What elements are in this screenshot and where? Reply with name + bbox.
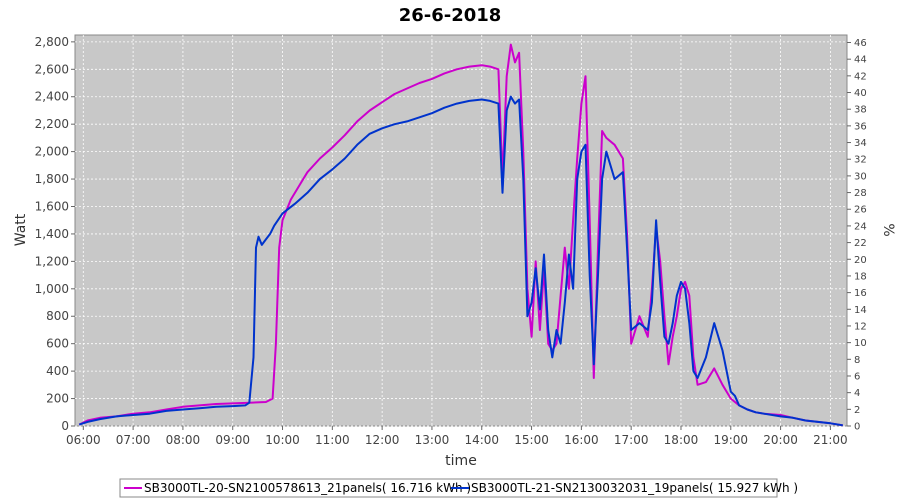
y-right-tick-label: 6 bbox=[854, 371, 860, 382]
y-right-tick-label: 22 bbox=[854, 238, 867, 249]
y-right-tick-label: 0 bbox=[854, 422, 860, 433]
y-axis-label: Watt bbox=[13, 213, 29, 246]
x-tick-label: 06:00 bbox=[66, 433, 101, 447]
x-tick-label: 12:00 bbox=[365, 433, 400, 447]
y-tick-label: 2,600 bbox=[35, 62, 69, 76]
x-tick-label: 08:00 bbox=[166, 433, 201, 447]
legend-label-1: SB3000TL-21-SN2130032031_19panels( 15.92… bbox=[471, 481, 798, 495]
y-tick-label: 2,800 bbox=[35, 35, 69, 49]
y-tick-label: 800 bbox=[46, 309, 69, 323]
x-tick-label: 14:00 bbox=[464, 433, 499, 447]
y-right-tick-label: 18 bbox=[854, 271, 867, 282]
plot-area bbox=[74, 34, 848, 427]
y-right-tick-label: 16 bbox=[854, 288, 867, 299]
y-tick-label: 600 bbox=[46, 337, 69, 351]
y-tick-label: 2,400 bbox=[35, 90, 69, 104]
legend-label-0: SB3000TL-20-SN2100578613_21panels( 16.71… bbox=[144, 481, 471, 495]
x-tick-label: 13:00 bbox=[415, 433, 450, 447]
y-right-tick-label: 28 bbox=[854, 188, 867, 199]
y-right-tick-label: 32 bbox=[854, 155, 867, 166]
x-tick-label: 09:00 bbox=[215, 433, 250, 447]
legend-box bbox=[119, 478, 778, 498]
x-tick-label: 07:00 bbox=[116, 433, 151, 447]
y-tick-label: 1,400 bbox=[35, 227, 69, 241]
grid bbox=[75, 35, 847, 427]
y-right-tick-label: 8 bbox=[854, 355, 860, 366]
y-right-tick-label: 24 bbox=[854, 221, 867, 232]
x-tick-label: 21:00 bbox=[813, 433, 848, 447]
y-tick-label: 1,600 bbox=[35, 199, 69, 213]
x-tick-label: 18:00 bbox=[664, 433, 699, 447]
x-tick-label: 10:00 bbox=[265, 433, 300, 447]
y-right-tick-label: 10 bbox=[854, 338, 867, 349]
y-right-tick-label: 26 bbox=[854, 205, 867, 216]
y-tick-label: 2,000 bbox=[35, 145, 69, 159]
y-right-tick-label: 36 bbox=[854, 121, 867, 132]
y-right-tick-label: 34 bbox=[854, 138, 867, 149]
y-tick-label: 1,000 bbox=[35, 282, 69, 296]
y-right-tick-label: 40 bbox=[854, 88, 867, 99]
y-axis-right: 0246810121416182022242628303234363840424… bbox=[847, 38, 867, 433]
x-axis-label: time bbox=[445, 453, 477, 469]
series-lines bbox=[78, 43, 843, 427]
y-right-tick-label: 4 bbox=[854, 388, 860, 399]
y-tick-label: 1,200 bbox=[35, 254, 69, 268]
y-right-tick-label: 2 bbox=[854, 405, 860, 416]
y-tick-label: 1,800 bbox=[35, 172, 69, 186]
y-right-tick-label: 14 bbox=[854, 305, 867, 316]
y-right-tick-label: 44 bbox=[854, 55, 867, 66]
y-right-tick-label: 38 bbox=[854, 105, 867, 116]
x-tick-label: 16:00 bbox=[564, 433, 599, 447]
chart-title: 26-6-2018 bbox=[399, 5, 502, 26]
y-tick-label: 200 bbox=[46, 392, 69, 406]
y-right-tick-label: 42 bbox=[854, 71, 867, 82]
legend: SB3000TL-20-SN2100578613_21panels( 16.71… bbox=[119, 478, 798, 498]
y-right-tick-label: 30 bbox=[854, 171, 867, 182]
y-tick-label: 2,200 bbox=[35, 117, 69, 131]
x-tick-label: 20:00 bbox=[763, 433, 798, 447]
y-right-tick-label: 20 bbox=[854, 255, 867, 266]
y-axis-left: 0 200 400 600 800 1,000 1,200 1,400 1,600 1,800 2,… bbox=[35, 35, 75, 433]
x-axis: 06:00 07:00 08:00 09:00 10:00 11:00 12:00 13:00… bbox=[66, 426, 848, 447]
x-tick-label: 17:00 bbox=[614, 433, 649, 447]
y-tick-label: 400 bbox=[46, 364, 69, 378]
y-tick-label: 0 bbox=[61, 419, 69, 433]
y-right-tick-label: 46 bbox=[854, 38, 867, 49]
x-tick-label: 11:00 bbox=[315, 433, 350, 447]
y-axis-right-label: % bbox=[880, 223, 896, 236]
x-tick-label: 15:00 bbox=[514, 433, 549, 447]
x-tick-label: 19:00 bbox=[713, 433, 748, 447]
y-right-tick-label: 12 bbox=[854, 321, 867, 332]
series-line-1 bbox=[78, 95, 843, 427]
